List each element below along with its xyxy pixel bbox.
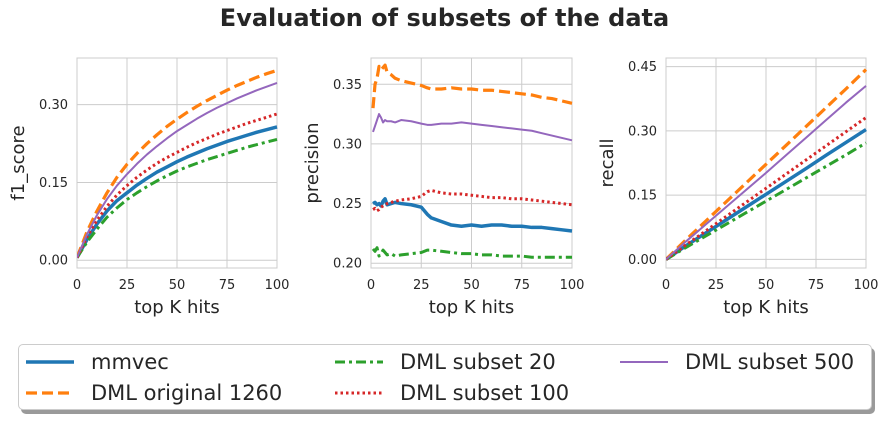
legend-swatch-mmvec xyxy=(26,360,74,364)
legend-swatch-dml-subset-20 xyxy=(335,360,383,364)
legend-swatch-dml-original-1260 xyxy=(26,391,74,395)
axes-frame xyxy=(665,57,867,269)
legend-label: DML original 1260 xyxy=(91,381,283,405)
x-axis-label: top K hits xyxy=(134,297,220,318)
legend-item-dml-original-1260: DML original 1260 xyxy=(25,379,282,407)
x-tick-label: 50 xyxy=(169,278,186,293)
y-axis-label: f1_score xyxy=(8,125,29,200)
x-tick-label: 50 xyxy=(758,278,775,293)
series-line-dml-original-1260 xyxy=(371,63,573,109)
series-line-dml-subset-100 xyxy=(372,188,573,213)
legend-swatch-dml-subset-100 xyxy=(335,391,383,395)
series-line-dml-subset-100 xyxy=(77,112,278,259)
x-tick-label: 0 xyxy=(367,278,375,293)
subplot-precision: 0 25 50 75 100 0.20 0.25 0.30 0.35 top K hits prec… xyxy=(302,57,585,318)
series-line-mmvec xyxy=(372,197,573,233)
series-line-dml-subset-500 xyxy=(666,85,867,261)
series-group xyxy=(77,68,278,259)
legend-item-dml-subset-100: DML subset 100 xyxy=(334,379,569,407)
x-tick-label: 75 xyxy=(808,278,825,293)
axes-frame xyxy=(76,57,278,269)
y-tick-label: 0.25 xyxy=(333,197,362,212)
y-tick-label: 0.35 xyxy=(333,78,362,93)
y-tick-label: 0.00 xyxy=(39,254,68,269)
x-tick-label: 25 xyxy=(708,278,725,293)
x-tick-label: 100 xyxy=(265,278,290,293)
series-line-dml-subset-20 xyxy=(371,246,572,259)
legend-label: DML subset 20 xyxy=(400,350,556,374)
chart-figure: 0 25 50 75 100 0.00 0.15 0.30 top K hits f1_score… xyxy=(8,57,879,318)
x-tick-label: 100 xyxy=(854,278,879,293)
series-line-dml-original-1260 xyxy=(77,68,278,259)
x-tick-label: 0 xyxy=(73,278,81,293)
x-axis-label: top K hits xyxy=(723,297,809,318)
axes-frame xyxy=(370,57,573,269)
x-tick-label: 100 xyxy=(560,278,585,293)
series-line-dml-subset-500 xyxy=(77,81,278,259)
series-line-dml-subset-500 xyxy=(372,113,573,142)
series-group xyxy=(666,68,868,261)
legend: mmvec DML original 1260 DML subset 20 DM… xyxy=(18,344,872,410)
y-tick-label: 0.45 xyxy=(628,60,657,75)
legend-label: DML subset 500 xyxy=(685,350,855,374)
chart-title: Evaluation of subsets of the data xyxy=(219,4,670,32)
y-axis-label: recall xyxy=(597,138,618,187)
y-tick-label: 0.30 xyxy=(39,98,68,113)
subplot-f1-score: 0 25 50 75 100 0.00 0.15 0.30 top K hits f1_score xyxy=(8,57,290,318)
y-tick-label: 0.15 xyxy=(39,176,68,191)
x-tick-label: 25 xyxy=(119,278,136,293)
series-line-dml-subset-20 xyxy=(77,137,278,259)
subplot-recall: 0 25 50 75 100 0.00 0.15 0.30 0.45 top K hits reca… xyxy=(597,57,879,318)
legend-item-dml-subset-20: DML subset 20 xyxy=(334,348,556,376)
series-line-dml-subset-20 xyxy=(666,141,867,261)
series-line-mmvec xyxy=(77,125,278,259)
x-tick-label: 50 xyxy=(463,278,480,293)
legend-label: mmvec xyxy=(91,350,169,374)
legend-swatch-dml-subset-500 xyxy=(620,361,668,363)
x-axis-label: top K hits xyxy=(429,297,515,318)
y-tick-label: 0.00 xyxy=(628,253,657,268)
x-tick-label: 25 xyxy=(413,278,430,293)
series-line-dml-subset-100 xyxy=(666,116,867,261)
y-tick-label: 0.30 xyxy=(333,137,362,152)
x-tick-label: 75 xyxy=(513,278,530,293)
series-line-dml-original-1260 xyxy=(666,68,868,261)
x-tick-label: 0 xyxy=(662,278,670,293)
legend-item-mmvec: mmvec xyxy=(25,348,169,376)
y-tick-label: 0.20 xyxy=(333,257,362,272)
x-tick-label: 75 xyxy=(219,278,236,293)
legend-label: DML subset 100 xyxy=(400,381,570,405)
y-tick-label: 0.30 xyxy=(628,124,657,139)
legend-item-dml-subset-500: DML subset 500 xyxy=(619,348,854,376)
series-group xyxy=(371,63,573,259)
y-axis-label: precision xyxy=(302,122,323,203)
y-tick-label: 0.15 xyxy=(628,189,657,204)
